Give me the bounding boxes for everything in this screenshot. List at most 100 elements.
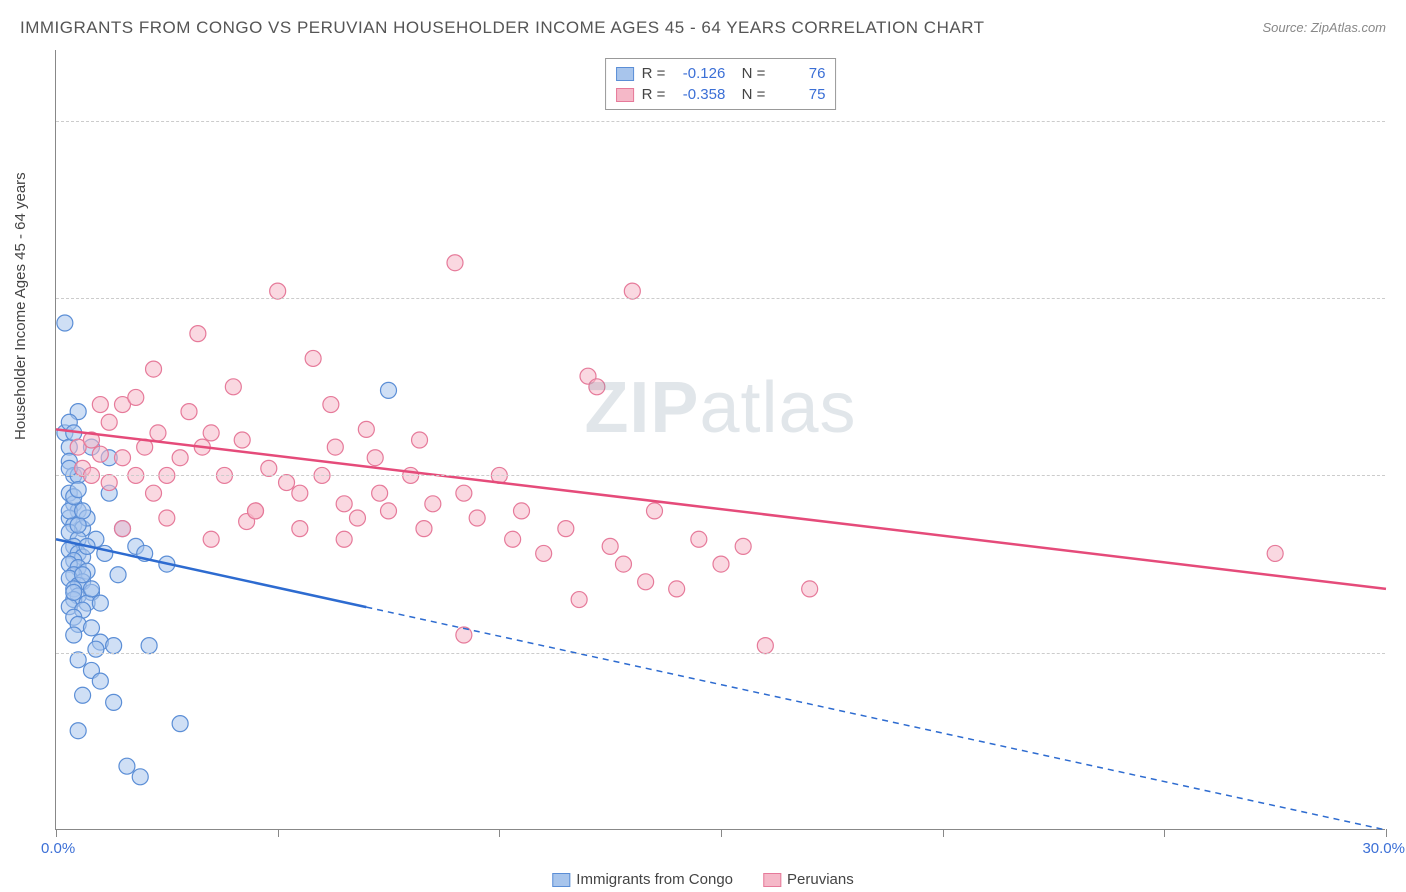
scatter-point xyxy=(602,538,618,554)
scatter-point xyxy=(83,581,99,597)
scatter-point xyxy=(327,439,343,455)
scatter-point xyxy=(469,510,485,526)
scatter-point xyxy=(381,382,397,398)
scatter-point xyxy=(101,414,117,430)
scatter-point xyxy=(261,460,277,476)
scatter-point xyxy=(110,567,126,583)
x-tick xyxy=(721,829,722,837)
scatter-point xyxy=(159,510,175,526)
scatter-point xyxy=(75,567,91,583)
trend-line-dashed xyxy=(366,607,1386,830)
n-value-1: 75 xyxy=(773,86,825,103)
legend-stats-box: R = -0.126 N = 76 R = -0.358 N = 75 xyxy=(605,58,837,110)
scatter-point xyxy=(558,521,574,537)
scatter-point xyxy=(190,326,206,342)
scatter-point xyxy=(757,638,773,654)
y-tick-label: $50,000 xyxy=(1390,644,1406,661)
scatter-point xyxy=(248,503,264,519)
x-tick xyxy=(1164,829,1165,837)
correlation-chart: IMMIGRANTS FROM CONGO VS PERUVIAN HOUSEH… xyxy=(0,0,1406,892)
scatter-point xyxy=(536,545,552,561)
scatter-point xyxy=(225,379,241,395)
n-label: N = xyxy=(733,86,765,103)
scatter-point xyxy=(514,503,530,519)
scatter-point xyxy=(92,673,108,689)
scatter-point xyxy=(456,485,472,501)
legend-item-1: Peruvians xyxy=(763,871,854,888)
n-value-0: 76 xyxy=(773,65,825,82)
scatter-point xyxy=(615,556,631,572)
scatter-point xyxy=(624,283,640,299)
x-tick xyxy=(1386,829,1387,837)
scatter-point xyxy=(372,485,388,501)
n-label: N = xyxy=(733,65,765,82)
scatter-point xyxy=(115,450,131,466)
scatter-point xyxy=(367,450,383,466)
x-tick xyxy=(943,829,944,837)
y-tick-label: $100,000 xyxy=(1390,467,1406,484)
scatter-point xyxy=(119,758,135,774)
scatter-point xyxy=(381,503,397,519)
scatter-point xyxy=(292,521,308,537)
legend-stats-row-1: R = -0.358 N = 75 xyxy=(616,84,826,105)
scatter-point xyxy=(75,503,91,519)
scatter-point xyxy=(70,482,86,498)
scatter-point xyxy=(691,531,707,547)
scatter-point xyxy=(106,638,122,654)
source-attribution: Source: ZipAtlas.com xyxy=(1262,20,1386,35)
swatch-icon xyxy=(616,88,634,102)
y-tick-label: $150,000 xyxy=(1390,290,1406,307)
scatter-point xyxy=(203,425,219,441)
scatter-point xyxy=(456,627,472,643)
r-value-1: -0.358 xyxy=(673,86,725,103)
plot-svg xyxy=(56,50,1385,829)
gridline xyxy=(56,298,1385,299)
legend-item-0: Immigrants from Congo xyxy=(552,871,733,888)
scatter-point xyxy=(70,652,86,668)
scatter-point xyxy=(505,531,521,547)
scatter-point xyxy=(669,581,685,597)
scatter-point xyxy=(336,531,352,547)
scatter-point xyxy=(88,641,104,657)
plot-area: R = -0.126 N = 76 R = -0.358 N = 75 ZIPa… xyxy=(55,50,1385,830)
swatch-icon xyxy=(552,873,570,887)
scatter-point xyxy=(57,315,73,331)
scatter-point xyxy=(713,556,729,572)
scatter-point xyxy=(83,620,99,636)
scatter-point xyxy=(447,255,463,271)
scatter-point xyxy=(336,496,352,512)
legend-label-1: Peruvians xyxy=(787,871,854,888)
y-tick-label: $200,000 xyxy=(1390,112,1406,129)
scatter-point xyxy=(172,450,188,466)
legend-stats-row-0: R = -0.126 N = 76 xyxy=(616,63,826,84)
scatter-point xyxy=(106,694,122,710)
scatter-point xyxy=(70,723,86,739)
r-label: R = xyxy=(642,86,666,103)
y-axis-title: Householder Income Ages 45 - 64 years xyxy=(12,172,29,440)
scatter-point xyxy=(150,425,166,441)
scatter-point xyxy=(75,687,91,703)
x-axis-min-label: 0.0% xyxy=(41,840,75,857)
scatter-point xyxy=(589,379,605,395)
scatter-point xyxy=(270,283,286,299)
chart-title: IMMIGRANTS FROM CONGO VS PERUVIAN HOUSEH… xyxy=(20,18,985,38)
scatter-point xyxy=(66,627,82,643)
scatter-point xyxy=(92,397,108,413)
scatter-point xyxy=(279,475,295,491)
gridline xyxy=(56,121,1385,122)
scatter-point xyxy=(234,432,250,448)
scatter-point xyxy=(172,716,188,732)
x-tick xyxy=(56,829,57,837)
scatter-point xyxy=(128,389,144,405)
scatter-point xyxy=(146,361,162,377)
scatter-point xyxy=(571,592,587,608)
scatter-point xyxy=(349,510,365,526)
scatter-point xyxy=(305,350,321,366)
scatter-point xyxy=(647,503,663,519)
swatch-icon xyxy=(616,67,634,81)
scatter-point xyxy=(146,485,162,501)
scatter-point xyxy=(70,517,86,533)
scatter-point xyxy=(1267,545,1283,561)
x-axis-max-label: 30.0% xyxy=(1362,840,1405,857)
legend-bottom: Immigrants from Congo Peruvians xyxy=(552,871,853,888)
